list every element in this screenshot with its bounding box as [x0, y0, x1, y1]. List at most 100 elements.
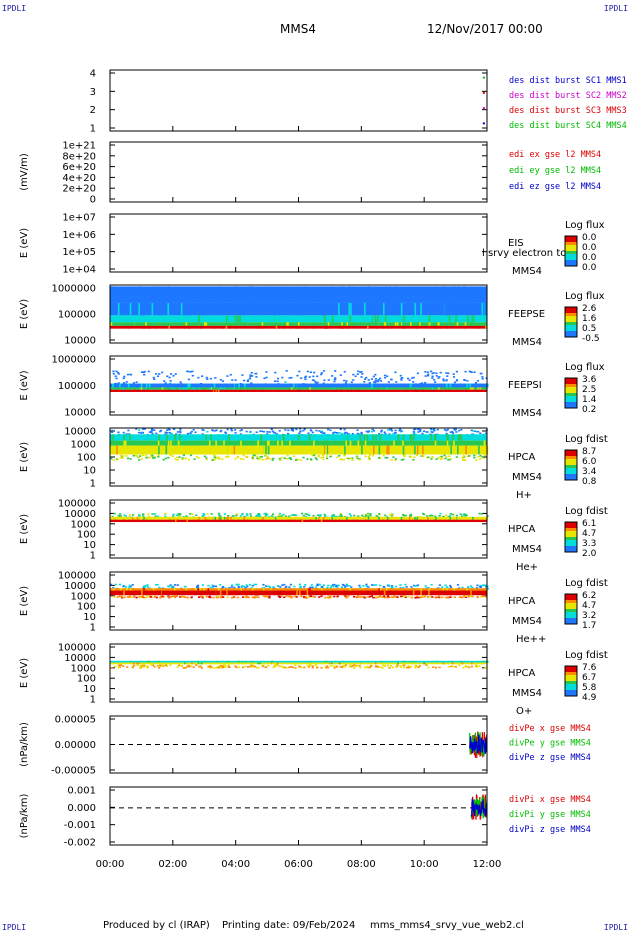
colorbar-cell: [565, 546, 577, 550]
spectrogram-pixel: [466, 587, 469, 589]
spectrogram-pixel: [157, 660, 160, 663]
spectrogram-pixel: [232, 514, 235, 517]
spectrogram-pixel: [439, 371, 442, 374]
spectrogram-pixel: [159, 430, 162, 433]
spectrogram-pixel: [280, 595, 283, 598]
spectrogram-pixel: [363, 434, 366, 441]
spectrogram-pixel: [265, 445, 267, 455]
spectrogram-pixel: [146, 665, 149, 667]
spectrogram-pixel: [375, 596, 378, 598]
spectrogram-pixel: [485, 586, 488, 588]
spectrogram-pixel: [348, 516, 351, 520]
spectrogram-pixel: [234, 315, 237, 323]
spectrogram-pixel: [216, 660, 219, 663]
spectrogram-pixel: [324, 515, 327, 517]
spectrogram-pixel: [402, 586, 405, 589]
spectrogram-pixel: [222, 325, 224, 329]
spectrogram-pixel: [448, 515, 452, 517]
spectrogram-pixel: [271, 662, 274, 665]
spectrogram-pixel: [249, 431, 252, 434]
spectrogram-pixel: [297, 389, 299, 392]
spectrogram-pixel: [344, 586, 347, 588]
spectrogram-pixel: [235, 514, 238, 517]
corner-mark-bottom-right: IPDLI: [603, 923, 628, 932]
spectrogram-pixel: [307, 665, 311, 668]
spectrogram-pixel: [265, 315, 268, 323]
spectrogram-pixel: [158, 383, 160, 388]
colorbar-cell: [565, 693, 577, 697]
instrument-label: FEEPSE: [508, 309, 545, 320]
spectrogram-pixel: [256, 457, 259, 460]
spectrogram-pixel: [408, 315, 411, 323]
spectrogram-pixel: [235, 387, 237, 390]
spectrogram-pixel: [365, 376, 368, 379]
spectrogram-pixel: [400, 595, 403, 598]
spectrogram-pixel: [260, 519, 262, 523]
colorbar-cell: [565, 603, 577, 607]
x-tick-label: 04:00: [221, 859, 250, 870]
y-tick-label: 10000: [64, 427, 96, 438]
spectrogram-pixel: [255, 376, 258, 378]
spectrogram-pixel: [187, 370, 190, 373]
spectrogram-pixel: [140, 445, 143, 455]
spectrogram-pixel: [284, 381, 287, 383]
spectrogram-pixel: [483, 440, 486, 446]
spectrogram-pixel: [125, 445, 127, 455]
spectrogram-pixel: [459, 383, 462, 388]
spectrogram-pixel: [307, 389, 309, 392]
spectrogram-pixel: [425, 587, 428, 589]
spectrogram-pixel: [386, 662, 389, 665]
spectrogram-pixel: [379, 434, 382, 441]
spectrogram-pixel: [219, 590, 222, 596]
spectrogram-pixel: [414, 302, 417, 316]
x-tick-label: 12:00: [473, 859, 502, 870]
spectrogram-pixel: [144, 325, 147, 329]
spectrogram-pixel: [450, 590, 452, 596]
spectrogram-pixel: [176, 315, 178, 323]
spectrogram-pixel: [285, 595, 288, 597]
spectrogram-pixel: [451, 660, 453, 663]
spectrogram-pixel: [427, 387, 429, 390]
spectrogram-pixel: [449, 457, 452, 460]
spectrogram-pixel: [399, 587, 402, 589]
spectrogram-pixel: [283, 322, 285, 326]
spectrogram-pixel: [445, 325, 448, 329]
spectrogram-pixel: [294, 664, 297, 666]
colorbar-cell: [565, 471, 577, 475]
spectrogram-pixel: [363, 380, 366, 383]
spectrogram-pixel: [164, 382, 167, 384]
spectrogram-pixel: [151, 457, 155, 459]
spectrogram-pixel: [127, 315, 129, 323]
spectrogram-pixel: [178, 456, 181, 458]
spectrogram-pixel: [410, 586, 413, 588]
spectrogram-pixel: [272, 666, 275, 669]
colorbar-cell: [565, 681, 577, 685]
spectrogram-pixel: [238, 662, 240, 665]
spectrogram-pixel: [157, 662, 160, 665]
spectrogram-pixel: [242, 302, 245, 316]
spectrogram-pixel: [320, 519, 323, 523]
spectrogram-pixel: [416, 315, 419, 323]
spectrogram-pixel: [176, 456, 179, 459]
spectrogram-pixel: [327, 379, 330, 381]
spectrogram-pixel: [443, 590, 446, 596]
spectrogram-pixel: [345, 585, 348, 587]
spectrogram-pixel: [138, 596, 141, 598]
spectrogram-pixel: [148, 456, 151, 459]
spectrogram-pixel: [397, 590, 399, 596]
spectrogram-pixel: [369, 514, 372, 517]
burst-marker: [482, 91, 485, 94]
spectrogram-pixel: [199, 665, 202, 668]
spectrogram-pixel: [461, 515, 464, 517]
spectrogram-pixel: [411, 590, 413, 596]
spectrogram-pixel: [400, 459, 403, 461]
spectrogram-pixel: [357, 370, 360, 373]
spectrogram-pixel: [241, 374, 244, 376]
spectrogram-pixel: [140, 458, 143, 461]
spectrogram-pixel: [299, 588, 302, 591]
spectrogram-pixel: [460, 440, 463, 446]
spectrogram-pixel: [222, 302, 225, 316]
spectrogram-pixel: [212, 666, 215, 669]
colorbar-cell: [565, 669, 577, 673]
spectrogram-pixel: [446, 302, 449, 316]
